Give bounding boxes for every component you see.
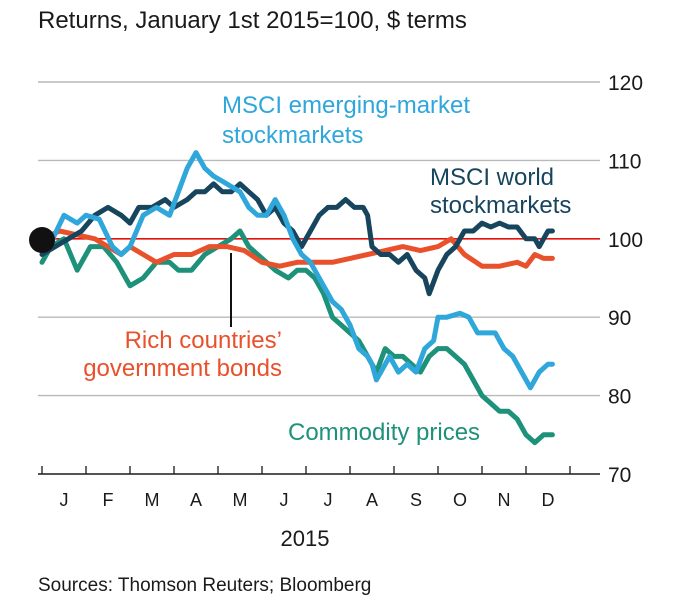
x-tick-label: O [453, 490, 467, 510]
series-line-1 [39, 181, 555, 297]
label-bonds-line1: Rich countries’ [125, 327, 282, 354]
x-tick-label: M [233, 490, 248, 510]
x-tick-label: A [366, 490, 378, 510]
y-tick-label: 100 [608, 229, 643, 252]
y-tick-label: 110 [608, 150, 641, 173]
x-tick-label: D [542, 490, 555, 510]
label-bonds-line2: government bonds [83, 355, 282, 382]
source-note: Sources: Thomson Reuters; Bloomberg [38, 575, 371, 596]
y-tick-label: 80 [608, 386, 631, 409]
y-tick-label: 70 [608, 464, 631, 487]
x-tick-label: S [410, 490, 422, 510]
y-tick-label: 90 [608, 307, 631, 330]
x-tick-label: J [60, 490, 69, 510]
y-axis-ticks: 120 110 100 90 80 70 [608, 72, 643, 487]
x-tick-label: M [145, 490, 160, 510]
series-lines [39, 150, 555, 446]
label-commodities: Commodity prices [288, 419, 480, 446]
start-marker [29, 227, 55, 253]
label-world-line2: stockmarkets [430, 192, 571, 219]
x-tick-label: N [498, 490, 511, 510]
x-tick-label: F [103, 490, 114, 510]
x-tick-label: A [190, 490, 202, 510]
series-line-0 [39, 150, 555, 391]
label-emerging-line2: stockmarkets [222, 122, 363, 149]
y-tick-label: 120 [608, 72, 643, 95]
x-tick-label: J [280, 490, 289, 510]
year-label: 2015 [281, 526, 330, 551]
chart-title: Returns, January 1st 2015=100, $ terms [38, 7, 467, 34]
label-world-line1: MSCI world [430, 164, 554, 191]
label-emerging-line1: MSCI emerging-market [222, 92, 470, 119]
series-line-3 [39, 228, 555, 446]
x-tick-label: J [324, 490, 333, 510]
series-labels: MSCI emerging-market stockmarkets MSCI w… [83, 92, 571, 446]
